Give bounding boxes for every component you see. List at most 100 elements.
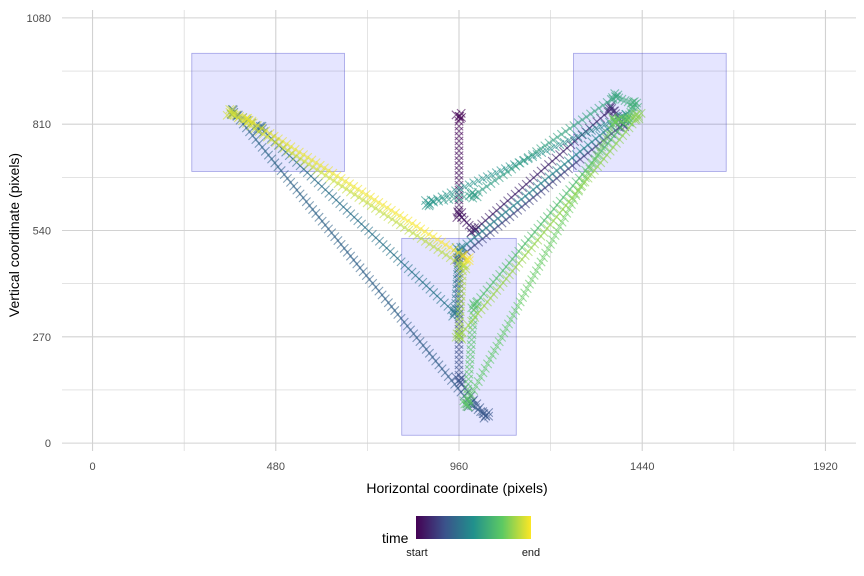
data-point bbox=[400, 222, 410, 233]
data-point bbox=[448, 311, 458, 321]
data-point bbox=[470, 303, 480, 313]
data-point bbox=[319, 163, 329, 173]
data-point bbox=[247, 116, 257, 126]
data-point bbox=[507, 164, 517, 174]
data-point bbox=[294, 147, 304, 157]
data-point bbox=[416, 233, 426, 244]
data-point bbox=[341, 184, 351, 194]
data-point bbox=[589, 155, 600, 165]
data-point bbox=[227, 105, 237, 115]
data-point bbox=[632, 109, 642, 119]
data-point bbox=[523, 152, 533, 163]
data-point bbox=[387, 214, 397, 224]
data-point bbox=[404, 225, 414, 235]
data-point bbox=[358, 195, 368, 205]
data-point bbox=[399, 213, 409, 223]
y-tick-label: 1080 bbox=[27, 13, 51, 25]
data-point bbox=[559, 137, 569, 148]
data-point bbox=[361, 189, 371, 200]
data-point bbox=[480, 363, 490, 373]
data-point bbox=[515, 158, 525, 168]
data-point bbox=[482, 172, 492, 182]
data-point bbox=[601, 133, 611, 143]
data-point bbox=[477, 184, 488, 194]
data-point bbox=[226, 109, 237, 119]
data-point bbox=[441, 240, 451, 250]
data-point bbox=[383, 211, 393, 222]
data-point bbox=[536, 257, 546, 267]
data-point bbox=[498, 170, 508, 180]
y-tick-label: 270 bbox=[33, 332, 51, 344]
data-point bbox=[479, 409, 489, 419]
data-point bbox=[445, 253, 455, 263]
data-point bbox=[349, 181, 359, 192]
data-point bbox=[541, 248, 551, 258]
data-point bbox=[510, 306, 521, 316]
data-point bbox=[527, 149, 538, 160]
data-point bbox=[611, 117, 621, 127]
data-point bbox=[577, 129, 587, 140]
data-point bbox=[491, 168, 501, 178]
data-point bbox=[524, 279, 535, 289]
data-point bbox=[449, 245, 459, 255]
data-point bbox=[580, 173, 590, 183]
data-point bbox=[536, 144, 546, 154]
data-point bbox=[286, 142, 296, 152]
data-point bbox=[433, 244, 443, 255]
data-point bbox=[365, 192, 375, 202]
data-point bbox=[552, 132, 562, 142]
data-point bbox=[420, 226, 430, 237]
data-point bbox=[303, 152, 313, 162]
data-point bbox=[586, 125, 597, 136]
data-point bbox=[456, 108, 466, 118]
data-point bbox=[408, 228, 418, 238]
data-point bbox=[429, 242, 439, 252]
data-point bbox=[596, 142, 607, 152]
x-tick-label: 960 bbox=[450, 461, 468, 473]
data-point bbox=[476, 372, 486, 382]
data-point bbox=[519, 155, 529, 165]
data-point bbox=[515, 297, 525, 307]
data-point bbox=[568, 133, 578, 144]
data-point bbox=[517, 292, 528, 303]
data-point bbox=[546, 143, 556, 154]
data-point bbox=[607, 112, 618, 123]
data-point bbox=[298, 150, 309, 160]
data-point bbox=[304, 159, 314, 170]
data-point bbox=[412, 231, 422, 241]
data-point bbox=[277, 136, 288, 147]
data-point bbox=[449, 255, 460, 266]
data-point bbox=[608, 94, 618, 104]
data-points bbox=[222, 89, 646, 423]
data-point bbox=[522, 283, 532, 294]
data-point bbox=[337, 181, 347, 192]
data-point bbox=[502, 167, 513, 177]
data-point bbox=[345, 187, 356, 197]
data-point bbox=[508, 310, 518, 320]
data-point bbox=[599, 137, 609, 147]
data-point bbox=[436, 237, 447, 247]
data-point bbox=[481, 411, 491, 421]
data-point bbox=[587, 159, 597, 170]
data-point bbox=[503, 319, 514, 329]
data-point bbox=[455, 184, 465, 194]
data-point bbox=[453, 208, 463, 218]
x-tick-label: 1920 bbox=[813, 461, 837, 473]
data-point bbox=[378, 200, 388, 210]
data-point bbox=[456, 333, 466, 343]
data-point bbox=[451, 186, 461, 196]
data-point bbox=[424, 201, 434, 211]
data-point bbox=[610, 89, 620, 99]
data-point bbox=[459, 396, 469, 406]
tick-labels: 0 480 960 1440 1920 0 270 540 810 1080 bbox=[27, 13, 838, 473]
data-point bbox=[629, 96, 639, 107]
data-point bbox=[243, 116, 254, 126]
data-point bbox=[461, 264, 471, 274]
data-point bbox=[464, 256, 474, 266]
data-point bbox=[366, 201, 376, 211]
data-point bbox=[395, 211, 405, 221]
data-point bbox=[370, 203, 381, 213]
data-point bbox=[511, 161, 521, 171]
data-point bbox=[243, 113, 253, 123]
